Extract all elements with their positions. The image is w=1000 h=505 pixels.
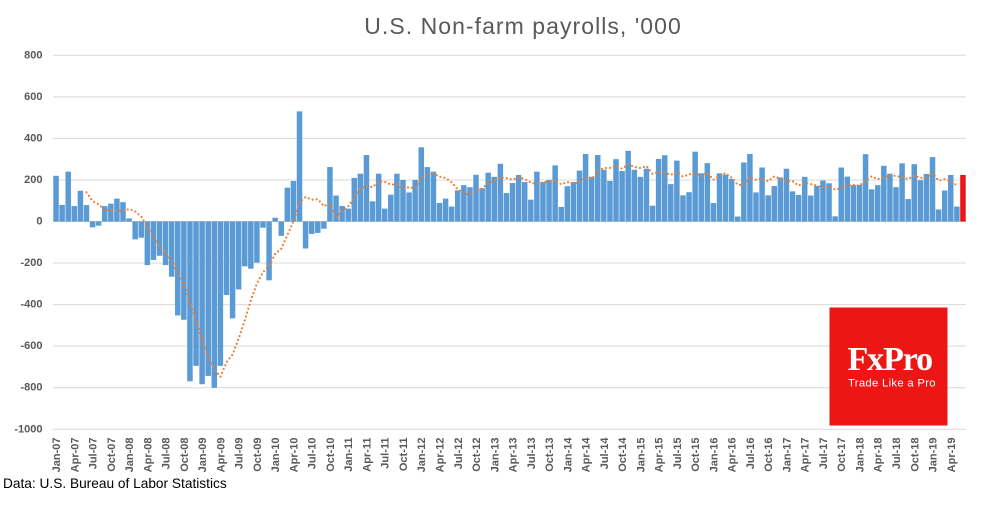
svg-text:-1000: -1000 bbox=[14, 423, 42, 435]
svg-text:Oct-10: Oct-10 bbox=[325, 438, 337, 472]
svg-text:800: 800 bbox=[24, 49, 42, 61]
svg-text:U.S. Non-farm payrolls, '000: U.S. Non-farm payrolls, '000 bbox=[364, 13, 682, 39]
svg-text:Apr-17: Apr-17 bbox=[800, 438, 812, 473]
svg-text:Jul-18: Jul-18 bbox=[891, 438, 903, 470]
svg-text:Jan-12: Jan-12 bbox=[416, 438, 428, 473]
svg-text:Oct-08: Oct-08 bbox=[179, 438, 191, 472]
svg-text:200: 200 bbox=[24, 174, 42, 186]
svg-text:Apr-18: Apr-18 bbox=[873, 438, 885, 473]
svg-text:Oct-15: Oct-15 bbox=[690, 438, 702, 472]
svg-text:Oct-18: Oct-18 bbox=[909, 438, 921, 472]
svg-text:Apr-15: Apr-15 bbox=[654, 438, 666, 473]
svg-text:600: 600 bbox=[24, 91, 42, 103]
svg-text:-400: -400 bbox=[20, 299, 42, 311]
svg-text:Jul-13: Jul-13 bbox=[526, 438, 538, 470]
svg-text:Jul-10: Jul-10 bbox=[307, 438, 319, 470]
svg-text:-600: -600 bbox=[20, 340, 42, 352]
svg-text:Oct-11: Oct-11 bbox=[398, 438, 410, 472]
svg-text:400: 400 bbox=[24, 132, 42, 144]
svg-text:Jul-07: Jul-07 bbox=[88, 438, 100, 470]
svg-text:Jul-16: Jul-16 bbox=[745, 438, 757, 470]
svg-text:Jan-17: Jan-17 bbox=[781, 438, 793, 473]
svg-text:Jul-11: Jul-11 bbox=[380, 438, 392, 469]
svg-text:Jan-10: Jan-10 bbox=[270, 438, 282, 473]
svg-text:-800: -800 bbox=[20, 382, 42, 394]
svg-text:Apr-10: Apr-10 bbox=[288, 438, 300, 473]
svg-text:Jan-14: Jan-14 bbox=[562, 437, 574, 473]
svg-text:Apr-14: Apr-14 bbox=[581, 437, 593, 473]
svg-text:Apr-07: Apr-07 bbox=[69, 438, 81, 473]
svg-text:Jul-15: Jul-15 bbox=[672, 438, 684, 470]
svg-text:Jan-15: Jan-15 bbox=[635, 438, 647, 473]
svg-text:Jan-07: Jan-07 bbox=[51, 438, 63, 473]
svg-text:Apr-16: Apr-16 bbox=[727, 438, 739, 473]
svg-text:Jan-16: Jan-16 bbox=[708, 438, 720, 473]
svg-text:Data: U.S. Bureau of Labor Sta: Data: U.S. Bureau of Labor Statistics bbox=[3, 476, 227, 491]
svg-text:Jul-12: Jul-12 bbox=[453, 438, 465, 470]
svg-text:Oct-16: Oct-16 bbox=[763, 438, 775, 472]
svg-text:Oct-09: Oct-09 bbox=[252, 438, 264, 472]
svg-text:Jan-09: Jan-09 bbox=[197, 438, 209, 473]
svg-text:0: 0 bbox=[36, 216, 42, 228]
svg-text:Oct-14: Oct-14 bbox=[617, 437, 629, 472]
svg-text:Jan-08: Jan-08 bbox=[124, 438, 136, 473]
svg-text:Apr-19: Apr-19 bbox=[946, 438, 958, 473]
svg-text:Jan-19: Jan-19 bbox=[928, 438, 940, 473]
svg-text:-200: -200 bbox=[20, 257, 42, 269]
svg-text:Jan-13: Jan-13 bbox=[489, 438, 501, 473]
svg-text:Apr-08: Apr-08 bbox=[142, 438, 154, 473]
svg-text:Jul-08: Jul-08 bbox=[161, 438, 173, 470]
svg-text:Apr-11: Apr-11 bbox=[361, 438, 373, 472]
svg-text:Oct-17: Oct-17 bbox=[836, 438, 848, 472]
svg-text:Apr-12: Apr-12 bbox=[435, 438, 447, 473]
svg-text:Oct-13: Oct-13 bbox=[544, 438, 556, 472]
svg-text:Jan-11: Jan-11 bbox=[343, 438, 355, 472]
svg-text:FxPro: FxPro bbox=[848, 341, 933, 378]
svg-text:Apr-13: Apr-13 bbox=[508, 438, 520, 473]
svg-text:Apr-09: Apr-09 bbox=[215, 438, 227, 473]
svg-text:Oct-07: Oct-07 bbox=[106, 438, 118, 472]
svg-text:Jul-17: Jul-17 bbox=[818, 438, 830, 470]
svg-text:Oct-12: Oct-12 bbox=[471, 438, 483, 472]
svg-text:Jul-14: Jul-14 bbox=[599, 437, 611, 470]
svg-text:Jul-09: Jul-09 bbox=[234, 438, 246, 470]
svg-text:Jan-18: Jan-18 bbox=[854, 438, 866, 473]
svg-text:Trade Like a Pro: Trade Like a Pro bbox=[848, 378, 936, 390]
